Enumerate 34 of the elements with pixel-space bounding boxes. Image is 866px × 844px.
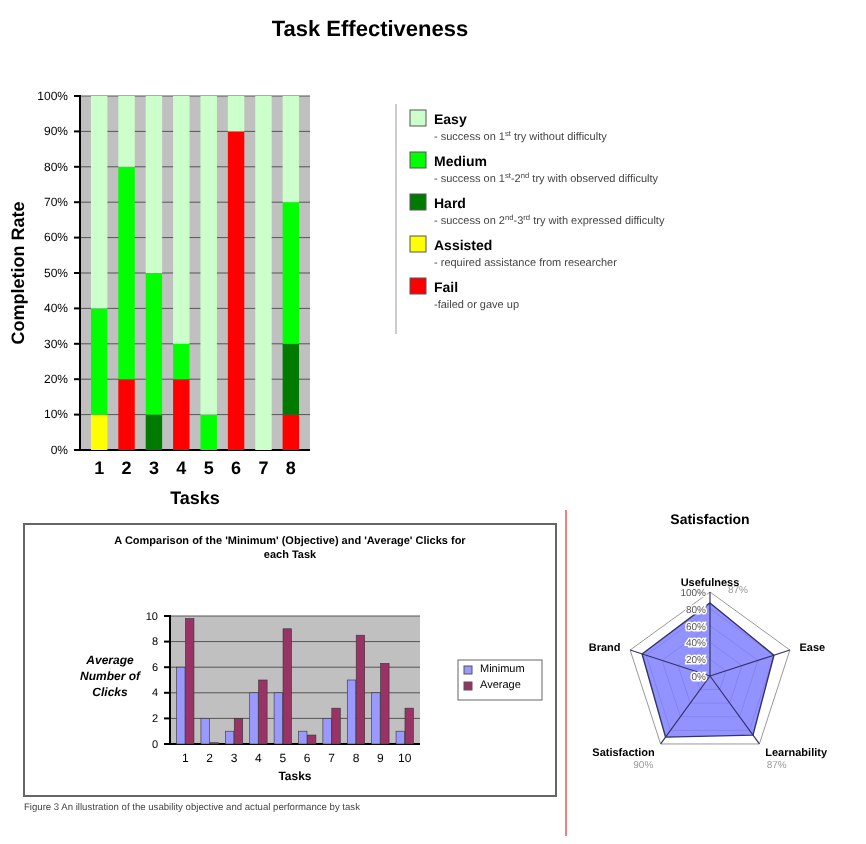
bar (227, 96, 245, 132)
x-tick-label: 5 (203, 458, 214, 478)
bar (173, 96, 190, 344)
y-axis-title: Completion Rate (8, 201, 28, 345)
bar (233, 718, 244, 745)
bar (145, 96, 163, 273)
bar (282, 343, 300, 415)
bar (200, 414, 217, 450)
bar (282, 202, 300, 344)
x-axis-title: Tasks (170, 488, 220, 508)
bar (355, 634, 365, 745)
bar (118, 166, 135, 380)
x-tick-label: 6 (231, 458, 242, 478)
bar (173, 343, 190, 380)
bar (282, 414, 300, 450)
bar (90, 308, 108, 415)
bar (90, 96, 108, 309)
bar (118, 96, 135, 167)
x-tick-label: 1 (94, 458, 105, 478)
bar (118, 379, 135, 450)
bar (145, 273, 163, 415)
x-tick-label: 7 (258, 458, 269, 478)
bar (145, 414, 163, 450)
bar (282, 96, 300, 203)
bar (227, 131, 245, 450)
text: Task Effectiveness (271, 18, 469, 42)
x-tick-label: 8 (285, 458, 296, 478)
bar (173, 379, 190, 450)
x-tick-label: 2 (121, 458, 132, 478)
x-tick-label: 3 (148, 458, 159, 478)
bar (255, 96, 272, 450)
bar (200, 96, 217, 415)
bar (90, 414, 108, 450)
x-tick-label: 4 (176, 458, 187, 478)
